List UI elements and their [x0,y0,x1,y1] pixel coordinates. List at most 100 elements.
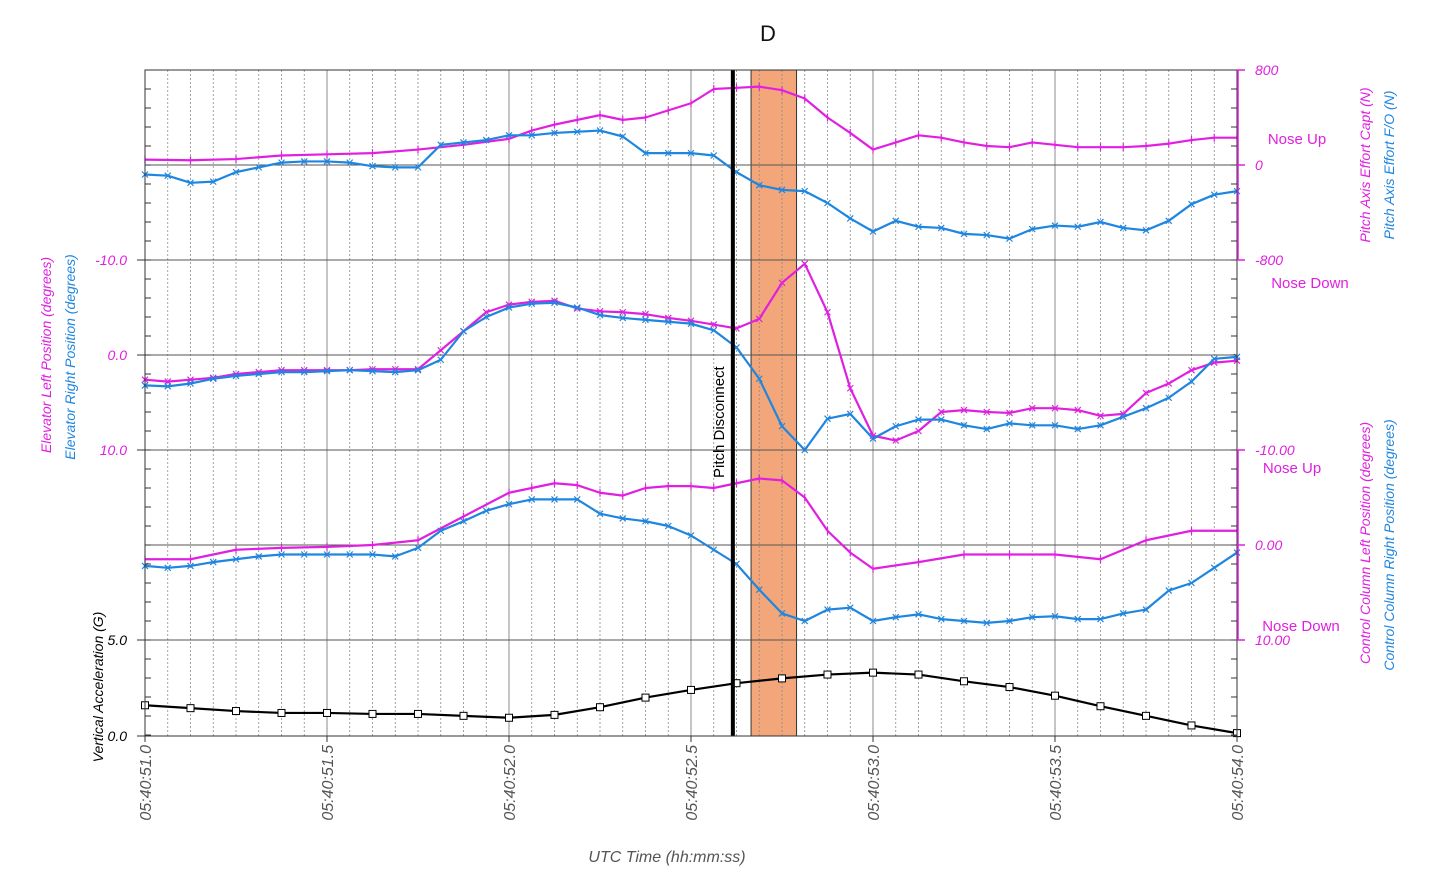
data-point [232,168,240,176]
x-tick-label: 05:40:53.0 [866,745,883,821]
data-point [892,217,900,225]
data-point [391,552,399,560]
data-point [505,131,513,139]
data-point [1006,409,1013,417]
data-point [642,517,649,525]
data-point [983,408,991,416]
data-point [915,416,922,424]
data-point [1188,579,1195,587]
data-point [619,314,627,322]
data-point [1210,564,1218,572]
data-point [846,215,854,222]
data-point [1074,615,1082,623]
data-point [369,551,376,558]
data-point [1119,609,1127,617]
data-point [892,437,900,444]
x-tick-label: 05:40:52.5 [684,745,701,821]
data-point [1097,218,1104,226]
y-tick-label-left: 10.0 [100,442,127,458]
x-tick-label: 05:40:51.0 [138,745,155,821]
data-point [710,321,718,329]
data-point [892,422,900,430]
data-point [619,308,627,316]
data-point [778,422,786,430]
data-point [824,308,831,316]
data-point [1097,421,1104,429]
data-point [323,158,331,165]
data-point [937,615,945,623]
data-point [460,517,467,525]
x-tick-label: 05:40:51.5 [320,745,337,821]
data-point [755,181,763,189]
data-point [528,495,536,503]
y-axis-label-elevator-right: Elevator Right Position (degrees) [62,254,78,459]
y-axis-label-pitch-effort-capt: Pitch Axis Effort Capt (N) [1357,87,1373,242]
data-point [642,149,649,157]
data-point [323,551,331,558]
data-point [1119,224,1127,232]
data-point [232,555,240,563]
data-point [869,435,877,443]
data-point [505,713,513,722]
event-layer: Pitch Disconnect [711,70,735,736]
data-point [187,380,194,387]
data-point [255,163,263,171]
data-point [1006,419,1013,427]
data-point [1142,226,1150,234]
data-point [1142,404,1150,412]
data-point [1165,587,1173,595]
data-point [778,674,786,683]
data-point [755,586,763,594]
data-point [391,163,399,171]
data-point [983,425,991,433]
data-point [778,186,786,194]
data-point [619,133,627,140]
data-point [937,416,945,424]
data-point [1006,235,1013,243]
data-point [255,370,263,378]
data-point [755,375,763,383]
data-point [482,313,490,321]
annotation-nose-down: Nose Down [1271,275,1349,292]
annotation-nose-up: Nose Up [1263,460,1321,477]
data-point [550,710,559,719]
data-point [1142,389,1150,397]
data-point [300,551,308,558]
data-point [596,510,604,518]
data-point [1051,612,1059,620]
data-point [641,693,650,702]
y-axis-label-pitch-effort-fo: Pitch Axis Effort F/O (N) [1381,91,1397,240]
data-point [209,178,217,186]
data-point [892,613,900,621]
data-point [278,368,285,376]
data-point [869,668,877,677]
grid-layer [145,70,1237,736]
data-point [346,159,354,167]
data-point [1096,702,1105,711]
y-tick-label-right: 0.00 [1255,537,1282,553]
data-point [642,316,649,324]
data-point [823,670,832,679]
data-point [505,304,513,311]
data-point [573,128,581,136]
data-point [1210,355,1218,363]
data-point [346,551,354,558]
annotation-nose-down: Nose Down [1262,618,1340,635]
data-point [710,546,718,554]
annotation-nose-up: Nose Up [1268,131,1326,148]
data-point [369,367,376,375]
axes-layer: -10.0 0.0 10.0 5.0 0.0 800 0 -800 -10.00 0.00 10.0… [38,62,1397,866]
y-tick-label-left: 0.0 [108,728,128,744]
data-point [277,708,286,717]
data-point [414,544,422,552]
data-point [960,406,968,414]
data-point [824,199,831,207]
y-axis-label-vertical-acceleration: Vertical Acceleration (G) [90,612,106,763]
data-point [437,527,445,535]
data-point [1188,366,1195,374]
data-point [482,136,490,144]
data-point [1188,200,1195,208]
data-point [278,159,285,167]
data-point [187,562,194,570]
